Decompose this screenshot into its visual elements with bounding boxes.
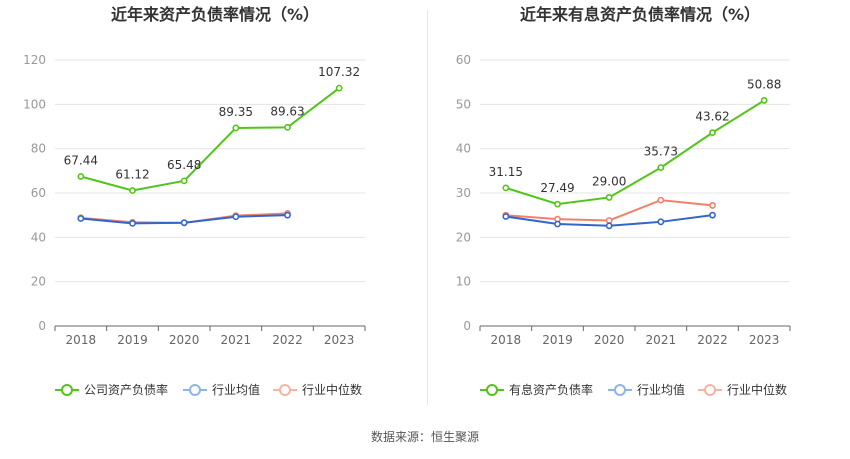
left-data-point-industry_avg — [77, 215, 85, 222]
left-data-point-industry_avg — [232, 213, 240, 221]
left-y-tick-label: 80 — [31, 142, 46, 156]
right-data-label: 27.49 — [540, 181, 574, 195]
right-y-tick-label: 10 — [456, 275, 471, 289]
right-y-tick-label: 30 — [456, 186, 471, 200]
right-data-point-company — [605, 194, 613, 201]
right-legend-marker — [486, 384, 498, 396]
right-data-label: 31.15 — [489, 165, 523, 179]
right-y-tick-label: 20 — [456, 230, 471, 244]
right-x-tick-label: 2020 — [594, 333, 625, 347]
right-legend-item-industry_avg: 行业均值 — [608, 382, 685, 397]
left-data-point-industry_avg — [284, 211, 291, 219]
left-data-label: 89.63 — [270, 104, 304, 118]
left-data-label: 61.12 — [115, 168, 149, 182]
left-legend-label: 行业均值 — [212, 382, 260, 397]
left-x-tick-label: 2019 — [117, 333, 148, 347]
right-data-point-company — [709, 129, 716, 137]
right-legend-item-company: 有息资产负债率 — [480, 382, 593, 397]
left-title: 近年来资产负债率情况（%） — [111, 5, 319, 24]
right-legend-marker — [614, 384, 626, 396]
right-x-tick-label: 2019 — [542, 333, 573, 347]
left-data-point-company — [232, 124, 240, 132]
left-data-point-company — [335, 84, 343, 92]
left-y-tick-label: 40 — [31, 230, 46, 244]
right-data-point-company — [760, 97, 768, 104]
left-data-point-company — [284, 123, 291, 131]
chart-divider — [427, 10, 428, 405]
left-data-point-company — [129, 187, 136, 194]
right-data-point-industry_avg — [709, 211, 716, 219]
right-data-label: 29.00 — [592, 174, 626, 188]
chart-interest-bearing-liability-ratio: 近年来有息资产负债率情况（%） 0 10 20 30 40 50 60 2018 2019 2020… — [456, 5, 791, 397]
right-legend-item-industry_median: 行业中位数 — [698, 382, 787, 397]
left-data-point-industry_avg — [180, 219, 188, 227]
right-y-tick-label: 40 — [456, 142, 471, 156]
left-legend-item-industry_avg: 行业均值 — [183, 382, 260, 397]
left-legend-item-company: 公司资产负债率 — [55, 382, 168, 397]
right-data-label: 43.62 — [695, 110, 729, 124]
left-legend-marker — [279, 384, 291, 396]
left-data-label: 107.32 — [318, 65, 360, 79]
left-legend-marker — [189, 384, 201, 396]
left-y-tick-label: 60 — [31, 186, 46, 200]
left-series-line-company — [80, 87, 340, 192]
left-y-tick-label: 100 — [23, 97, 46, 111]
right-series-line-company — [505, 99, 765, 206]
left-data-point-company — [77, 173, 85, 180]
left-x-tick-label: 2022 — [272, 333, 303, 347]
left-x-tick-label: 2018 — [66, 333, 97, 347]
right-data-point-company — [657, 164, 665, 171]
left-y-tick-label: 20 — [31, 275, 46, 289]
right-data-point-company — [502, 184, 510, 192]
left-data-point-industry_avg — [129, 219, 136, 227]
right-legend-label: 行业中位数 — [727, 382, 787, 397]
right-data-point-industry_avg — [554, 220, 561, 228]
right-x-tick-label: 2023 — [749, 333, 780, 347]
right-data-label: 35.73 — [644, 145, 678, 159]
left-data-label: 67.44 — [64, 154, 98, 168]
left-legend-item-industry_median: 行业中位数 — [273, 382, 362, 397]
right-y-tick-label: 60 — [456, 53, 471, 67]
right-legend-label: 有息资产负债率 — [509, 382, 593, 397]
right-data-point-industry_median — [657, 196, 665, 204]
chart-asset-liability-ratio: 近年来资产负债率情况（%） 0 20 40 60 80 100 120 2018 2019 2020… — [23, 5, 366, 397]
right-data-point-industry_avg — [502, 213, 510, 220]
left-x-tick-label: 2021 — [221, 333, 252, 347]
right-data-point-company — [554, 200, 561, 208]
right-data-point-industry_avg — [657, 218, 665, 226]
left-x-tick-label: 2023 — [324, 333, 355, 347]
left-y-tick-label: 0 — [38, 319, 46, 333]
left-data-label: 65.48 — [167, 158, 201, 172]
right-x-tick-label: 2021 — [646, 333, 677, 347]
right-x-tick-label: 2022 — [697, 333, 728, 347]
right-data-point-industry_avg — [605, 222, 613, 230]
left-legend-label: 行业中位数 — [302, 382, 362, 397]
left-legend-label: 公司资产负债率 — [84, 382, 168, 397]
left-legend-marker — [61, 384, 73, 396]
left-x-tick-label: 2020 — [169, 333, 200, 347]
right-y-tick-label: 50 — [456, 97, 471, 111]
data-source-label: 数据来源：恒生聚源 — [370, 430, 479, 444]
left-data-label: 89.35 — [219, 105, 253, 119]
right-title: 近年来有息资产负债率情况（%） — [520, 5, 760, 24]
right-legend-marker — [704, 384, 716, 396]
left-data-point-company — [180, 177, 188, 185]
right-data-point-industry_median — [605, 217, 613, 224]
right-data-label: 50.88 — [747, 77, 781, 91]
left-y-tick-label: 120 — [23, 53, 46, 67]
right-data-point-industry_median — [709, 202, 716, 209]
right-x-tick-label: 2018 — [491, 333, 522, 347]
right-legend-label: 行业均值 — [637, 382, 685, 397]
right-y-tick-label: 0 — [463, 319, 471, 333]
